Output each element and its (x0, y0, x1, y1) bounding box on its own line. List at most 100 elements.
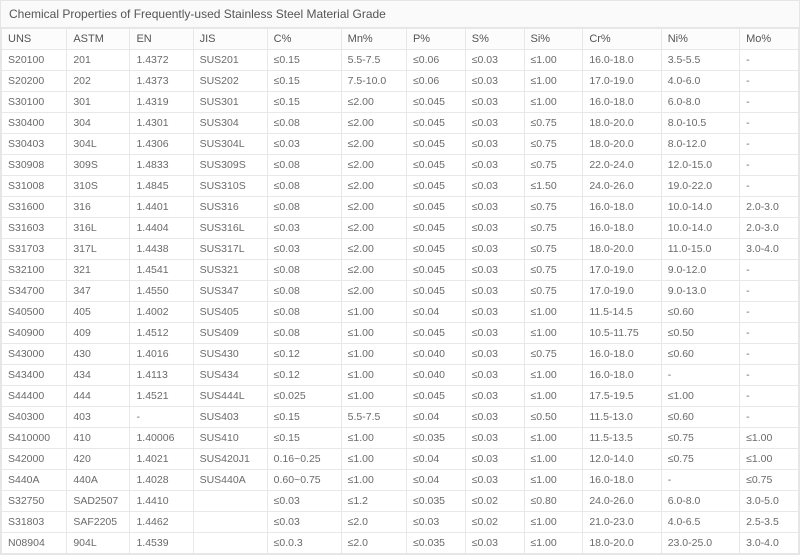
table-cell: ≤0.03 (267, 491, 341, 512)
table-cell: ≤0.025 (267, 386, 341, 407)
table-cell: SUS430 (193, 344, 267, 365)
table-row: S202002021.4373SUS202≤0.157.5-10.0≤0.06≤… (2, 71, 799, 92)
table-cell: ≤2.00 (341, 134, 406, 155)
table-cell: 6.0-8.0 (661, 92, 739, 113)
table-cell: S440A (2, 470, 67, 491)
table-cell: SUS440A (193, 470, 267, 491)
table-cell: - (130, 407, 193, 428)
table-cell: 23.0-25.0 (661, 533, 739, 554)
table-cell: - (740, 386, 799, 407)
table-cell: ≤0.12 (267, 344, 341, 365)
table-cell: ≤0.06 (406, 71, 465, 92)
table-cell: ≤0.08 (267, 323, 341, 344)
table-cell: 2.5-3.5 (740, 512, 799, 533)
table-cell: 1.4410 (130, 491, 193, 512)
table-cell: 17.0-19.0 (583, 260, 661, 281)
table-cell: ≤1.00 (524, 428, 583, 449)
table-cell: S30400 (2, 113, 67, 134)
table-cell: ≤0.035 (406, 533, 465, 554)
table-cell: S20100 (2, 50, 67, 71)
table-cell: SUS317L (193, 239, 267, 260)
table-cell: SUS316 (193, 197, 267, 218)
table-cell: - (740, 71, 799, 92)
table-row: S347003471.4550SUS347≤0.08≤2.00≤0.045≤0.… (2, 281, 799, 302)
table-cell: 22.0-24.0 (583, 155, 661, 176)
table-cell: 16.0-18.0 (583, 197, 661, 218)
table-cell: ≤1.00 (524, 386, 583, 407)
table-cell: ≤1.00 (341, 365, 406, 386)
table-row: S32750SAD25071.4410≤0.03≤1.2≤0.035≤0.02≤… (2, 491, 799, 512)
table-cell: ≤0.50 (661, 323, 739, 344)
table-cell: ≤0.045 (406, 218, 465, 239)
table-container: Chemical Properties of Frequently-used S… (0, 0, 800, 555)
table-cell: SUS304 (193, 113, 267, 134)
table-cell: ≤0.0.3 (267, 533, 341, 554)
table-row: S420004201.4021SUS420J10.16~0.25≤1.00≤0.… (2, 449, 799, 470)
table-cell: ≤0.60 (661, 302, 739, 323)
table-cell: ≤1.00 (740, 428, 799, 449)
table-cell: ≤0.15 (267, 71, 341, 92)
table-cell: ≤0.75 (524, 155, 583, 176)
table-cell: ≤1.00 (341, 323, 406, 344)
table-cell: 1.4512 (130, 323, 193, 344)
table-cell: SUS309S (193, 155, 267, 176)
table-cell: 8.0-12.0 (661, 134, 739, 155)
table-cell: ≤1.00 (524, 92, 583, 113)
table-cell: - (740, 155, 799, 176)
table-cell: S31603 (2, 218, 67, 239)
table-cell: ≤1.00 (524, 50, 583, 71)
column-header: Mn% (341, 29, 406, 50)
table-cell: SUS405 (193, 302, 267, 323)
table-cell: 1.4319 (130, 92, 193, 113)
table-row: S31008310S1.4845SUS310S≤0.08≤2.00≤0.045≤… (2, 176, 799, 197)
table-cell: ≤0.04 (406, 407, 465, 428)
table-cell: 1.4002 (130, 302, 193, 323)
table-cell: ≤2.00 (341, 176, 406, 197)
column-header: EN (130, 29, 193, 50)
table-cell: SUS347 (193, 281, 267, 302)
table-cell: 2.0-3.0 (740, 218, 799, 239)
table-cell: ≤2.00 (341, 281, 406, 302)
table-row: S304003041.4301SUS304≤0.08≤2.00≤0.045≤0.… (2, 113, 799, 134)
table-row: S316003161.4401SUS316≤0.08≤2.00≤0.045≤0.… (2, 197, 799, 218)
table-cell: ≤0.03 (267, 134, 341, 155)
table-cell: - (740, 281, 799, 302)
table-cell: 17.0-19.0 (583, 281, 661, 302)
table-cell: N08904 (2, 533, 67, 554)
table-cell: SUS410 (193, 428, 267, 449)
table-cell: 440A (67, 470, 130, 491)
table-row: S30908309S1.4833SUS309S≤0.08≤2.00≤0.045≤… (2, 155, 799, 176)
table-cell: S31703 (2, 239, 67, 260)
table-cell: S30908 (2, 155, 67, 176)
table-cell: 21.0-23.0 (583, 512, 661, 533)
table-cell: ≤0.040 (406, 344, 465, 365)
table-cell: 403 (67, 407, 130, 428)
table-cell: - (661, 470, 739, 491)
table-cell: ≤0.03 (267, 218, 341, 239)
table-cell: 10.0-14.0 (661, 197, 739, 218)
table-cell: 18.0-20.0 (583, 533, 661, 554)
table-cell (193, 512, 267, 533)
table-cell: ≤0.15 (267, 407, 341, 428)
table-cell: ≤0.03 (465, 134, 524, 155)
table-cell: 1.4401 (130, 197, 193, 218)
table-cell: ≤1.00 (524, 533, 583, 554)
table-cell: 16.0-18.0 (583, 365, 661, 386)
table-cell: 12.0-15.0 (661, 155, 739, 176)
table-cell: S42000 (2, 449, 67, 470)
table-cell: SAD2507 (67, 491, 130, 512)
table-cell: - (740, 134, 799, 155)
table-cell: - (740, 344, 799, 365)
table-cell: 405 (67, 302, 130, 323)
table-cell: ≤1.50 (524, 176, 583, 197)
table-cell: 8.0-10.5 (661, 113, 739, 134)
table-row: S405004051.4002SUS405≤0.08≤1.00≤0.04≤0.0… (2, 302, 799, 323)
table-cell: ≤2.00 (341, 197, 406, 218)
table-row: S30403304L1.4306SUS304L≤0.03≤2.00≤0.045≤… (2, 134, 799, 155)
table-cell: ≤1.00 (524, 302, 583, 323)
table-cell: - (740, 365, 799, 386)
table-cell: ≤0.75 (524, 281, 583, 302)
table-cell: 1.4845 (130, 176, 193, 197)
table-cell: ≤0.04 (406, 302, 465, 323)
table-cell: SUS201 (193, 50, 267, 71)
